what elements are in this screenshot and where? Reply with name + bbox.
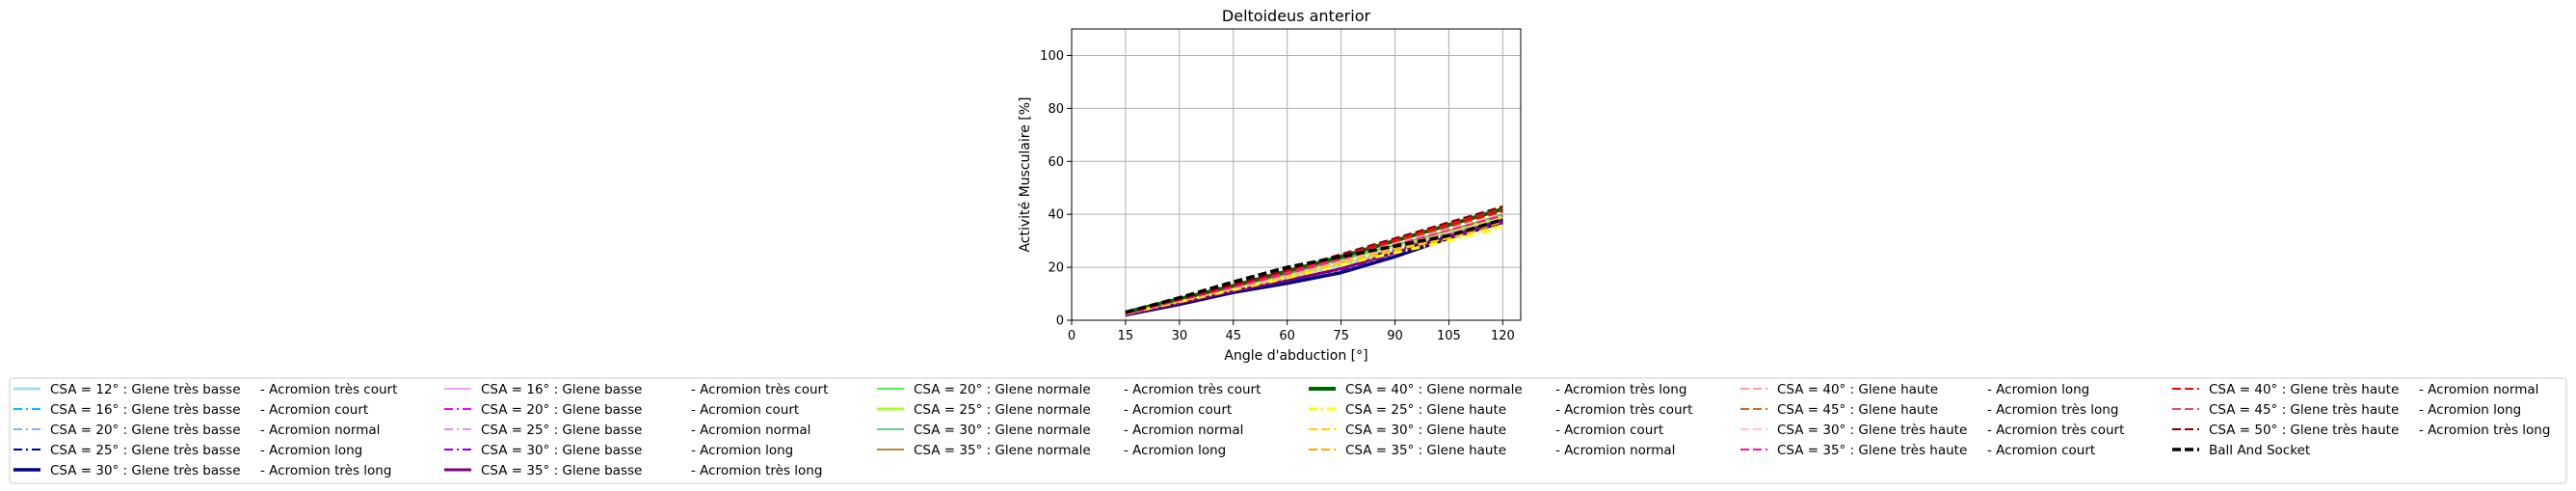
legend-entry-label: CSA = 30° : Glene très basse — [50, 463, 241, 478]
plot-frame — [1071, 28, 1522, 321]
legend-entry-label: CSA = 25° : Glene haute — [1345, 402, 1506, 418]
legend-entry-label: CSA = 20° : Glene basse — [481, 402, 642, 418]
legend-entry-label: CSA = 30° : Glene haute — [1345, 423, 1506, 438]
legend-entry-label: - Acromion normal — [260, 423, 380, 438]
series-line-17 — [1125, 224, 1503, 315]
series-line-26 — [1125, 218, 1503, 314]
legend-entry-label: - Acromion normal — [691, 423, 810, 438]
legend-entry-label: - Acromion très court — [1987, 423, 2124, 438]
y-tick-label: 60 — [1048, 155, 1064, 170]
legend-entry-label: - Acromion normal — [1555, 443, 1675, 458]
legend-entry-label: CSA = 35° : Glene basse — [481, 463, 642, 478]
legend-entry-label: - Acromion long — [1987, 382, 2089, 397]
x-tick-label: 45 — [1225, 329, 1241, 343]
legend-entry-label: - Acromion très court — [1555, 402, 1692, 418]
y-tick-label: 0 — [1056, 314, 1064, 329]
legend-entry-label: CSA = 25° : Glene normale — [914, 402, 1091, 418]
series-lines — [1125, 205, 1503, 317]
legend-entry-label: - Acromion court — [691, 402, 799, 418]
legend-entry-label: CSA = 35° : Glene très haute — [1777, 443, 1967, 458]
y-axis-label: Activité Musculaire [%] — [1018, 96, 1033, 252]
legend-entry-label: - Acromion long — [260, 443, 362, 458]
legend-entry-label: CSA = 16° : Glene basse — [481, 382, 642, 397]
series-line-10 — [1125, 218, 1503, 316]
y-tick-label: 100 — [1040, 49, 1064, 64]
legend: CSA = 12° : Glene très basse CSA = 16° : … — [9, 377, 2567, 484]
x-tick-label: 120 — [1491, 329, 1515, 343]
x-axis-label: Angle d'abduction [°] — [1224, 348, 1368, 364]
legend-entry-label: Ball And Socket — [2209, 443, 2310, 458]
x-axis-ticks: 0 15 30 45 60 75 90 105 120 — [1068, 320, 1515, 343]
legend-entry-label: - Acromion court — [1124, 402, 1232, 418]
legend-entry-label: CSA = 16° : Glene très basse — [50, 402, 241, 418]
legend-entry-label: - Acromion très long — [691, 463, 822, 478]
legend-entry-label: CSA = 45° : Glene très haute — [2209, 402, 2399, 418]
legend-entry-label: CSA = 35° : Glene haute — [1345, 443, 1506, 458]
x-tick-label: 60 — [1279, 329, 1295, 343]
legend-entry-label: - Acromion long — [2419, 402, 2521, 418]
legend-entry-label: CSA = 20° : Glene normale — [914, 382, 1091, 397]
legend-entry-label: CSA = 25° : Glene basse — [481, 423, 642, 438]
legend-entry-label: CSA = 30° : Glene normale — [914, 423, 1091, 438]
legend-entry-label: - Acromion court — [1555, 423, 1663, 438]
legend-entry-label: - Acromion très long — [1987, 402, 2118, 418]
legend-entry-label: - Acromion très court — [691, 382, 828, 397]
legend-entry-label: - Acromion long — [1124, 443, 1226, 458]
y-tick-label: 20 — [1048, 261, 1064, 276]
legend-entry-label: CSA = 12° : Glene très basse — [50, 382, 241, 397]
legend-entry-label: - Acromion très long — [2419, 423, 2550, 438]
grid — [1071, 29, 1521, 321]
y-tick-label: 40 — [1048, 208, 1064, 223]
series-line-22 — [1125, 214, 1503, 315]
legend-entry-label: - Acromion très court — [260, 382, 397, 397]
legend-entry-label: CSA = 40° : Glene haute — [1777, 382, 1938, 397]
legend-entry-label: CSA = 50° : Glene très haute — [2209, 423, 2399, 438]
legend-entry-label: CSA = 25° : Glene très basse — [50, 443, 241, 458]
legend-entry-label: CSA = 40° : Glene très haute — [2209, 382, 2399, 397]
legend-entry-label: CSA = 45° : Glene haute — [1777, 402, 1938, 418]
legend-entry-label: - Acromion normal — [2419, 382, 2538, 397]
y-axis-ticks: 0 20 40 60 80 100 — [1040, 49, 1072, 329]
chart-title: Deltoideus anterior — [1222, 7, 1371, 25]
x-tick-label: 0 — [1068, 329, 1076, 343]
legend-entry-label: - Acromion très long — [1555, 382, 1686, 397]
legend-frame — [9, 377, 2567, 484]
legend-entry-label: - Acromion long — [691, 443, 793, 458]
legend-entry-label: CSA = 35° : Glene normale — [914, 443, 1091, 458]
x-tick-label: 15 — [1118, 329, 1134, 343]
x-tick-label: 30 — [1172, 329, 1188, 343]
legend-entry-label: CSA = 20° : Glene très basse — [50, 423, 241, 438]
y-tick-label: 80 — [1048, 102, 1064, 117]
legend-entry-label: - Acromion très long — [260, 463, 391, 478]
legend-entry-label: - Acromion court — [1987, 443, 2095, 458]
legend-entry-label: CSA = 40° : Glene normale — [1345, 382, 1523, 397]
x-tick-label: 105 — [1437, 329, 1461, 343]
legend-entry-label: - Acromion normal — [1124, 423, 1243, 438]
legend-entry-label: CSA = 30° : Glene très haute — [1777, 423, 1967, 438]
legend-entry-label: CSA = 30° : Glene basse — [481, 443, 642, 458]
x-tick-label: 90 — [1387, 329, 1403, 343]
legend-entry-label: - Acromion très court — [1124, 382, 1261, 397]
legend-entry-label: - Acromion court — [260, 402, 368, 418]
x-tick-label: 75 — [1333, 329, 1349, 343]
